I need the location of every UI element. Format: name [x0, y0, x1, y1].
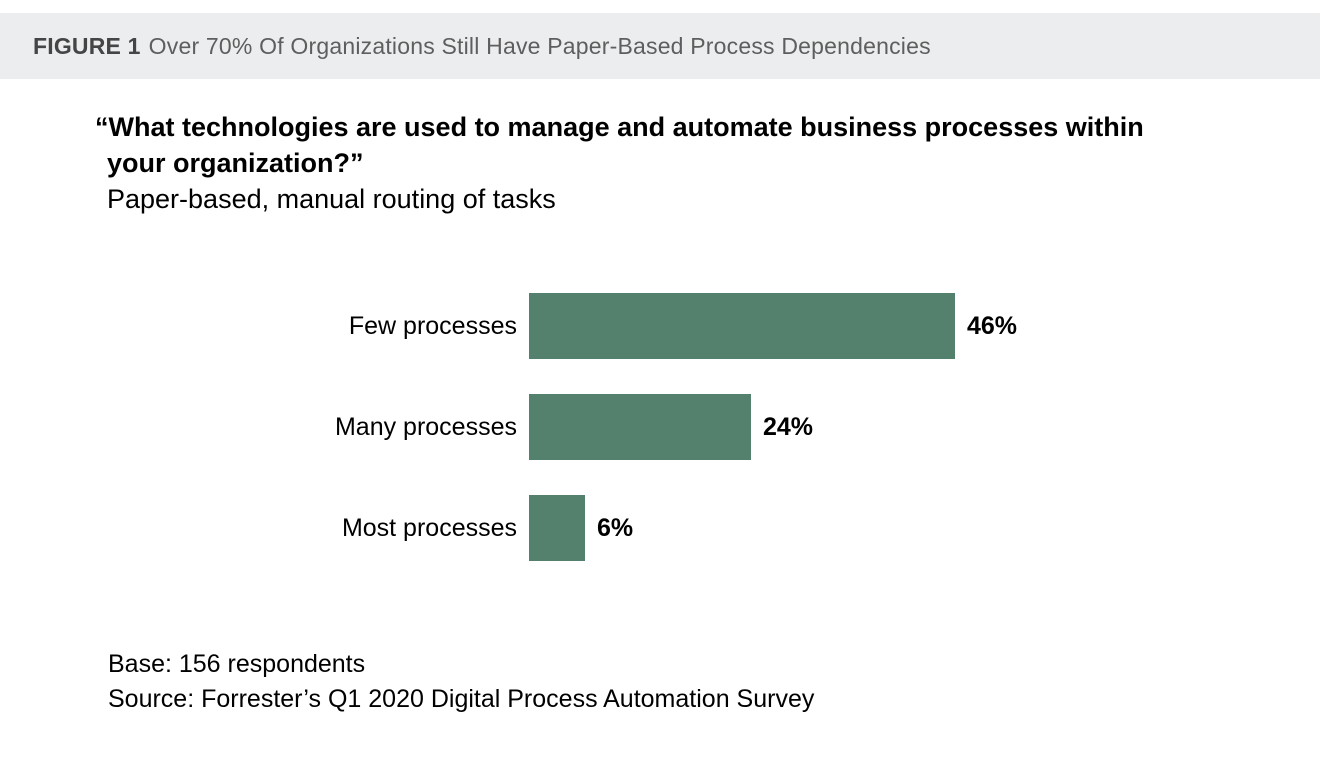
- report-figure-page: FIGURE 1 Over 70% Of Organizations Still…: [0, 13, 1320, 717]
- chart-footnotes: Base: 156 respondents Source: Forrester’…: [108, 647, 1320, 717]
- figure-header-bar: FIGURE 1 Over 70% Of Organizations Still…: [0, 13, 1320, 79]
- category-label: Few processes: [348, 311, 517, 340]
- chart-row-most-processes: Most processes 6%: [0, 495, 1320, 561]
- question-subtitle: Paper-based, manual routing of tasks: [107, 184, 556, 214]
- figure-number-label: FIGURE 1: [33, 32, 141, 59]
- horizontal-bar-chart: Few processes 46% Many processes 24% Mos…: [0, 293, 1320, 561]
- survey-question-text: “What technologies are used to manage an…: [95, 109, 1320, 181]
- chart-row-few-processes: Few processes 46%: [0, 293, 1320, 359]
- bar-many-processes: [529, 394, 751, 460]
- survey-question-line2: your organization?”: [107, 148, 364, 178]
- category-label: Many processes: [334, 412, 517, 441]
- survey-question-block: “What technologies are used to manage an…: [95, 109, 1320, 217]
- chart-row-many-processes: Many processes 24%: [0, 394, 1320, 460]
- survey-question-line1: “What technologies are used to manage an…: [95, 112, 1144, 142]
- category-label: Most processes: [341, 513, 517, 542]
- figure-title: Over 70% Of Organizations Still Have Pap…: [148, 32, 931, 59]
- value-label: 46%: [967, 311, 1018, 340]
- value-label: 24%: [763, 412, 814, 441]
- value-label: 6%: [597, 513, 634, 542]
- bar-few-processes: [529, 293, 955, 359]
- bar-most-processes: [529, 495, 585, 561]
- source-note: Source: Forrester’s Q1 2020 Digital Proc…: [108, 685, 815, 713]
- base-note: Base: 156 respondents: [108, 650, 366, 678]
